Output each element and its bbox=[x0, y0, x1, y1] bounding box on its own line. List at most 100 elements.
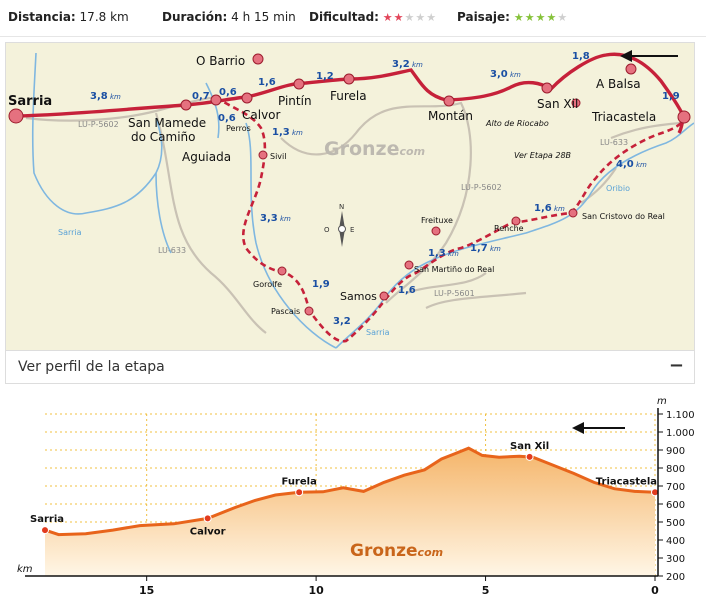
alt-route-samos bbox=[215, 95, 682, 343]
place-pascais: Pascais bbox=[271, 307, 300, 316]
profile-panel-title: Ver perfil de la etapa bbox=[18, 359, 165, 375]
y-tick-label: 1.000 bbox=[666, 428, 695, 439]
profile-marker-label: Furela bbox=[281, 476, 316, 487]
place-sanmartino: San Martiño do Real bbox=[414, 265, 494, 274]
svg-text:1,6 km: 1,6 km bbox=[534, 203, 565, 214]
main-route bbox=[15, 52, 686, 134]
profile-marker-label: Sarria bbox=[30, 514, 64, 525]
profile-marker-label: Calvor bbox=[190, 526, 226, 537]
duration-value: 4 h 15 min bbox=[231, 10, 296, 24]
place-calvor: Calvor bbox=[242, 108, 281, 122]
collapse-toggle-button[interactable]: − bbox=[668, 355, 684, 376]
y-unit-label: m bbox=[657, 396, 667, 407]
place-montan: Montán bbox=[428, 109, 473, 123]
y-tick-label: 200 bbox=[666, 572, 685, 583]
profile-panel-header[interactable]: Ver perfil de la etapa − bbox=[5, 350, 695, 384]
chart-direction-arrow-icon bbox=[572, 422, 625, 434]
road-labels: LU-P-5602 LU-P-5602 LU-633 LU-633 LU-P-5… bbox=[78, 120, 628, 298]
profile-marker bbox=[203, 514, 212, 523]
compass-o: O bbox=[324, 226, 330, 234]
place-sanxil: San Xil bbox=[537, 97, 578, 111]
svg-text:0,6: 0,6 bbox=[218, 113, 236, 124]
place-labels: Sarria O Barrio San Mamede do Camiño Agu… bbox=[8, 54, 665, 316]
svg-text:1,6: 1,6 bbox=[398, 285, 416, 296]
star-icon: ★ bbox=[426, 11, 438, 24]
road-lup5601: LU-P-5601 bbox=[434, 289, 475, 298]
stage-stats-bar: Distancia: 17.8 km Duración: 4 h 15 min … bbox=[0, 0, 706, 37]
svg-text:1,3 km: 1,3 km bbox=[428, 248, 459, 259]
distance-stat: Distancia: 17.8 km bbox=[8, 10, 129, 24]
direction-arrow-icon bbox=[620, 50, 678, 62]
difficulty-stat: Dificultad: ★★★★★ bbox=[309, 10, 437, 24]
svg-text:3,2 km: 3,2 km bbox=[392, 59, 423, 70]
star-icon: ★ bbox=[415, 11, 427, 24]
chart-markers: Sarria Calvor Furela San Xil Triacastela bbox=[30, 441, 659, 537]
compass-e: E bbox=[350, 226, 354, 234]
duration-stat: Duración: 4 h 15 min bbox=[162, 10, 296, 24]
y-tick-label: 1.100 bbox=[666, 410, 695, 421]
distance-labels: 3,8 km 0,7 0,6 1,6 1,2 3,2 km 3,0 km 1,8… bbox=[90, 51, 680, 327]
river-labels: Sarria Sarria Oribio bbox=[58, 184, 630, 337]
link-ver-etapa-28b[interactable]: Ver Etapa 28B bbox=[514, 151, 571, 160]
village-markers bbox=[8, 53, 691, 316]
distance-value: 17.8 km bbox=[79, 10, 129, 24]
compass-n: N bbox=[339, 203, 344, 211]
place-obarrio: O Barrio bbox=[196, 54, 245, 68]
y-tick-label: 700 bbox=[666, 482, 685, 493]
svg-text:4,0 km: 4,0 km bbox=[616, 159, 647, 170]
svg-text:0,7: 0,7 bbox=[192, 91, 210, 102]
star-icon: ★ bbox=[382, 11, 394, 24]
x-tick-label: 10 bbox=[308, 584, 324, 597]
place-samos: Samos bbox=[340, 290, 377, 303]
river-sarria-label-2: Sarria bbox=[366, 328, 390, 337]
elevation-profile: Sarria Calvor Furela San Xil Triacastela 15 1… bbox=[0, 392, 706, 605]
place-sivil: Sivil bbox=[270, 152, 286, 161]
y-tick-label: 500 bbox=[666, 518, 685, 529]
svg-text:1,8: 1,8 bbox=[572, 51, 590, 62]
svg-text:1,9: 1,9 bbox=[662, 91, 680, 102]
x-tick-label: 5 bbox=[482, 584, 490, 597]
x-tick-label: 15 bbox=[139, 584, 154, 597]
landscape-label: Paisaje: bbox=[457, 10, 510, 24]
place-sarria: Sarria bbox=[8, 94, 52, 109]
place-sanmamede-2: do Camiño bbox=[131, 130, 195, 144]
svg-text:1,3 km: 1,3 km bbox=[272, 127, 303, 138]
star-icon: ★ bbox=[557, 11, 569, 24]
x-tick-label: 0 bbox=[651, 584, 659, 597]
y-tick-label: 600 bbox=[666, 500, 685, 511]
river-sarria-label: Sarria bbox=[58, 228, 82, 237]
landscape-stat: Paisaje: ★★★★★ bbox=[457, 10, 568, 24]
place-riocabo: Alto de Riocabo bbox=[485, 119, 549, 128]
star-icon: ★ bbox=[524, 11, 536, 24]
place-sanmamede: San Mamede bbox=[128, 116, 206, 130]
x-unit-label: km bbox=[17, 564, 33, 575]
place-freituxe: Freituxe bbox=[421, 216, 453, 225]
road-lup5602-2: LU-P-5602 bbox=[461, 183, 502, 192]
landscape-stars: ★★★★★ bbox=[514, 11, 568, 24]
place-perros: Perros bbox=[226, 124, 251, 133]
svg-text:0,6: 0,6 bbox=[219, 87, 237, 98]
secondary-roads bbox=[25, 95, 682, 334]
svg-text:3,8 km: 3,8 km bbox=[90, 91, 121, 102]
star-icon: ★ bbox=[393, 11, 405, 24]
y-tick-label: 900 bbox=[666, 446, 685, 457]
profile-marker-label: San Xil bbox=[510, 441, 549, 452]
place-furela: Furela bbox=[330, 89, 367, 103]
duration-label: Duración: bbox=[162, 10, 228, 24]
svg-text:3,2: 3,2 bbox=[333, 316, 351, 327]
chart-axes: 15 10 5 0 200 300 400 500 600 700 800 900 1.000 1.100… bbox=[17, 396, 695, 597]
route-map[interactable]: N E O Gronzecom Sarria O Barrio San Mame… bbox=[5, 42, 695, 352]
elevation-chart-svg: Sarria Calvor Furela San Xil Triacastela 15 1… bbox=[17, 396, 695, 597]
star-icon: ★ bbox=[535, 11, 547, 24]
svg-text:3,0 km: 3,0 km bbox=[490, 69, 521, 80]
road-lu633-2: LU-633 bbox=[600, 138, 628, 147]
difficulty-label: Dificultad: bbox=[309, 10, 379, 24]
road-lu633: LU-633 bbox=[158, 246, 186, 255]
place-renche: Renche bbox=[494, 224, 524, 233]
star-icon: ★ bbox=[404, 11, 416, 24]
place-gorolfe: Gorolfe bbox=[253, 280, 282, 289]
profile-marker bbox=[525, 452, 534, 461]
profile-marker-label: Triacastela bbox=[596, 476, 657, 487]
svg-text:1,7 km: 1,7 km bbox=[470, 243, 501, 254]
map-brand: Gronzecom bbox=[324, 138, 425, 160]
